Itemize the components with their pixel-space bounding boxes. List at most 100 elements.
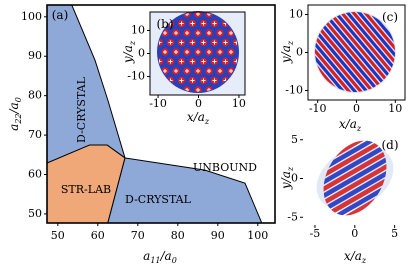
density-stripe [333,10,393,80]
x-tick-label: -5 [310,227,321,240]
density-cross [190,59,195,64]
density-stripe [314,153,396,203]
density-cross [246,79,250,83]
region-label: UNBOUND [193,161,257,174]
y-tick-label: -10 [285,84,303,97]
density-cross [163,31,167,35]
density-cross [174,31,178,35]
density-stripe [320,163,400,213]
x-tick-label: 0 [195,97,202,110]
y-tick-label: 0 [296,46,303,59]
density-cross [223,40,228,45]
density-cross [190,40,195,45]
density-stripe [309,30,369,101]
density-cross [218,50,222,54]
density-cross [229,31,233,35]
density-stripe [337,7,397,78]
density-stripe [316,24,376,95]
y-axis-label: y/az [279,40,295,64]
x-axis-label: a11/a0 [143,249,177,265]
density-cross [179,40,184,45]
density-cross [196,12,200,16]
density-cross [185,50,189,54]
density-stripe [323,168,400,218]
density-cross [168,59,173,64]
density-cross [201,21,206,26]
density-cross [196,50,200,54]
density-cross [212,78,217,83]
density-cross [179,21,184,26]
y-tick-label: 50 [28,207,42,220]
density-cross [179,59,184,64]
density-stripe [319,22,379,92]
y-tick-label: 0 [138,47,145,60]
density-cross [229,50,233,54]
density-cross [201,40,206,45]
density-cross [185,31,189,35]
y-tick-label: 5 [291,133,298,146]
density-cross [179,78,184,83]
density-cross [168,40,173,45]
panel-label: (a) [52,8,69,22]
density-cross [201,78,206,83]
x-tick-label: -10 [309,102,327,115]
density-cross [207,69,211,73]
region-label: D-CRYSTAL [75,76,88,143]
density-cross [212,21,217,26]
density-stripe [326,16,386,86]
x-tick-label: 50 [51,229,65,242]
y-tick-label: -10 [127,70,145,83]
y-axis-label: y/az [279,166,295,190]
x-tick-label: 10 [388,102,402,115]
density-stripe [310,142,390,192]
x-tick-label: 90 [211,229,225,242]
density-cross [190,78,195,83]
panel-label: (d) [381,138,398,152]
density-cross [196,88,200,92]
density-cross [246,60,250,64]
y-tick-label: 90 [28,49,42,62]
x-tick-label: 0 [351,227,358,240]
density-cross [174,69,178,73]
y-axis-label: a22/a0 [7,97,23,131]
x-tick-label: 5 [391,227,398,240]
density-stripe [311,148,393,198]
density-cross [207,31,211,35]
axes-frame [46,4,276,224]
y-tick-label: 10 [131,23,145,36]
density-cross [174,50,178,54]
x-tick-label: 100 [247,229,268,242]
density-stripe [340,4,400,75]
density-cross [246,22,250,26]
x-tick-label: 10 [232,97,246,110]
y-tick-label: 100 [21,10,42,23]
density-cross [218,31,222,35]
panel-label: (c) [382,10,398,24]
y-tick-label: 80 [28,89,42,102]
x-tick-label: -10 [149,97,167,110]
density-stripe [317,158,399,208]
density-cross [196,69,200,73]
y-tick-label: 70 [28,128,42,141]
density-cross [223,59,228,64]
density-stripe [302,36,362,106]
density-cross [163,69,167,73]
density-cross [196,31,200,35]
density-stripe [312,27,372,98]
density-cross [229,69,233,73]
density-cross [212,59,217,64]
x-axis-label: x/az [344,249,367,265]
region-label: D-CRYSTAL [125,193,192,206]
density-cross [212,40,217,45]
density-cross [218,69,222,73]
x-tick-label: 0 [353,102,360,115]
x-axis-label: x/az [187,110,210,126]
density-cross [201,59,206,64]
x-tick-label: 60 [91,229,105,242]
density-cross [163,50,167,54]
density-cross [190,21,195,26]
density-stripe [343,1,403,72]
y-tick-label: 10 [289,8,303,21]
y-tick-label: -5 [287,210,298,223]
